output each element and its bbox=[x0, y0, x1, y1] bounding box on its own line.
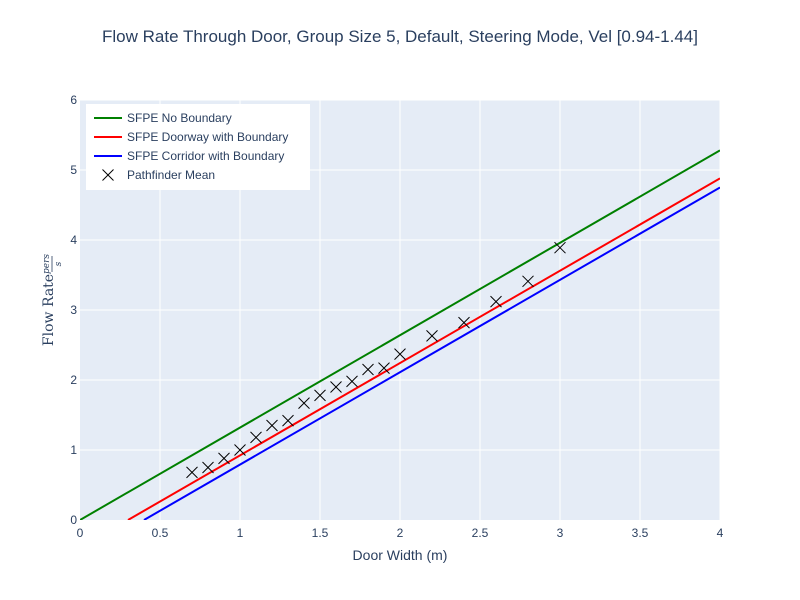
x-tick-label: 3.5 bbox=[632, 526, 649, 540]
x-tick-label: 2 bbox=[397, 526, 404, 540]
marker-stroke bbox=[458, 316, 470, 329]
marker-stroke bbox=[426, 330, 438, 342]
series-line-0 bbox=[80, 149, 720, 520]
data-point-marker bbox=[282, 414, 294, 427]
y-tick-label: 2 bbox=[70, 373, 77, 387]
series-line-2 bbox=[143, 186, 720, 520]
y-tick-label: 5 bbox=[70, 163, 77, 177]
marker-stroke bbox=[522, 275, 534, 288]
y-tick-label: 0 bbox=[70, 513, 77, 527]
marker-stroke bbox=[490, 295, 502, 308]
legend[interactable]: SFPE No Boundary SFPE Doorway with Bounda… bbox=[86, 104, 310, 190]
marker-stroke bbox=[554, 241, 566, 254]
series-group bbox=[80, 149, 720, 520]
data-point-marker bbox=[554, 241, 566, 254]
marker-stroke bbox=[202, 461, 214, 474]
y-axis-unit-fraction: pers s bbox=[42, 254, 64, 274]
data-point-marker bbox=[186, 466, 198, 479]
y-tick-label: 3 bbox=[70, 303, 77, 317]
marker-stroke bbox=[346, 375, 358, 388]
data-point-marker bbox=[202, 461, 214, 474]
marker-stroke bbox=[314, 389, 326, 402]
marker-stroke bbox=[298, 397, 310, 409]
x-tick-label: 0.5 bbox=[152, 526, 169, 540]
data-point-marker bbox=[426, 330, 438, 342]
marker-stroke bbox=[250, 431, 262, 444]
marker-stroke bbox=[218, 452, 230, 465]
y-axis-unit-denominator: s bbox=[54, 261, 64, 266]
y-axis-title: Flow Rate bbox=[41, 274, 57, 346]
marker-stroke bbox=[186, 466, 198, 479]
legend-label: Pathfinder Mean bbox=[127, 168, 215, 182]
legend-label: SFPE No Boundary bbox=[127, 111, 232, 125]
data-point-marker bbox=[298, 397, 310, 409]
data-point-marker bbox=[522, 275, 534, 288]
x-tick-label: 4 bbox=[717, 526, 724, 540]
data-point-marker bbox=[490, 295, 502, 308]
legend-label: SFPE Corridor with Boundary bbox=[127, 149, 284, 163]
data-point-marker bbox=[458, 316, 470, 329]
marker-stroke bbox=[378, 362, 390, 374]
marker-stroke bbox=[282, 414, 294, 427]
legend-background bbox=[86, 104, 310, 190]
y-axis-label-text: Flow Rate bbox=[41, 274, 57, 346]
x-tick-label: 2.5 bbox=[472, 526, 489, 540]
y-tick-label: 1 bbox=[70, 443, 77, 457]
marker-stroke bbox=[394, 348, 406, 360]
chart-title: Flow Rate Through Door, Group Size 5, De… bbox=[102, 27, 698, 46]
data-point-marker bbox=[266, 419, 278, 432]
x-tick-label: 1.5 bbox=[312, 526, 329, 540]
data-point-marker bbox=[394, 348, 406, 360]
x-tick-label: 1 bbox=[237, 526, 244, 540]
data-point-marker bbox=[330, 381, 342, 393]
y-tick-label: 6 bbox=[70, 93, 77, 107]
series-line-1 bbox=[127, 177, 720, 520]
data-point-marker bbox=[314, 389, 326, 402]
data-point-marker bbox=[378, 362, 390, 374]
marker-stroke bbox=[234, 444, 246, 456]
data-point-marker bbox=[362, 363, 374, 376]
x-axis-title: Door Width (m) bbox=[353, 547, 448, 563]
x-tick-label: 0 bbox=[77, 526, 84, 540]
marker-stroke bbox=[266, 419, 278, 432]
data-point-marker bbox=[250, 431, 262, 444]
svg-text:Flow Rate: Flow Rate bbox=[41, 274, 57, 346]
legend-label: SFPE Doorway with Boundary bbox=[127, 130, 288, 144]
data-point-marker bbox=[346, 375, 358, 388]
marker-stroke bbox=[330, 381, 342, 393]
data-point-marker bbox=[218, 452, 230, 465]
legend-marker-swatch bbox=[102, 169, 114, 181]
marker-stroke bbox=[362, 363, 374, 376]
x-tick-label: 3 bbox=[557, 526, 564, 540]
y-tick-label: 4 bbox=[70, 233, 77, 247]
y-axis-unit-numerator: pers bbox=[42, 254, 52, 274]
data-point-marker bbox=[234, 444, 246, 456]
